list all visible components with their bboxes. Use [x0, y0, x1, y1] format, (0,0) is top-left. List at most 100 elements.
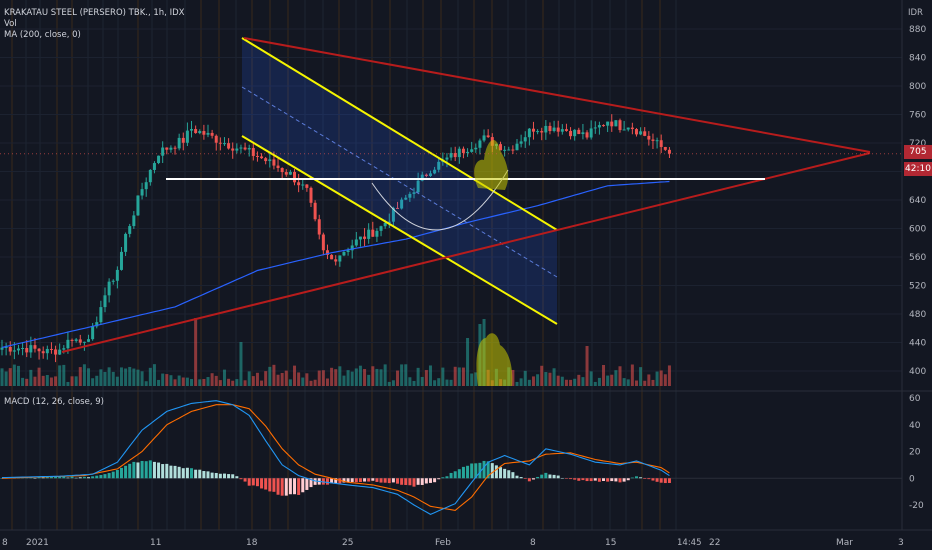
candle-body	[235, 148, 239, 151]
volume-bar	[515, 381, 519, 386]
candle-body	[264, 158, 268, 162]
macd-histogram-bar	[177, 466, 181, 479]
candle-body	[560, 129, 564, 132]
volume-bar	[453, 366, 457, 386]
candle-body	[396, 207, 400, 209]
macd-histogram-bar	[552, 474, 556, 479]
candle-body	[0, 347, 4, 350]
macd-histogram-bar	[280, 478, 284, 496]
volume-bar	[659, 370, 663, 386]
volume-bar	[243, 380, 247, 386]
macd-histogram-bar	[494, 465, 498, 479]
candle-body	[321, 234, 325, 251]
macd-histogram-bar	[461, 466, 465, 479]
macd-histogram-bar	[346, 478, 350, 482]
candle-body	[338, 255, 342, 262]
macd-histogram-bar	[511, 472, 515, 479]
volume-bar	[630, 364, 634, 386]
volume-bar	[210, 373, 214, 386]
candle-body	[284, 172, 288, 175]
volume-bar	[222, 369, 226, 386]
macd-histogram-bar	[445, 476, 449, 479]
candle-body	[165, 147, 169, 150]
candle-body	[227, 143, 231, 149]
macd-histogram-bar	[478, 462, 482, 479]
volume-bar	[144, 381, 148, 386]
volume-bar	[62, 364, 66, 386]
candle-body	[449, 153, 453, 158]
macd-histogram-bar	[235, 476, 239, 479]
volume-bar	[185, 377, 189, 386]
macd-histogram-bar	[264, 478, 268, 490]
candle-body	[148, 169, 152, 183]
volume-bar	[264, 371, 268, 386]
volume-bar	[334, 369, 338, 386]
macd-histogram-bar	[416, 478, 420, 485]
price-axis-tick: 840	[909, 54, 926, 64]
candle-body	[152, 163, 156, 170]
macd-histogram-bar	[190, 468, 194, 479]
macd-histogram-bar	[536, 476, 540, 479]
candle-body	[210, 132, 214, 136]
candle-body	[206, 132, 210, 135]
volume-bar	[527, 379, 531, 386]
macd-histogram-bar	[383, 478, 387, 483]
macd-axis-tick: 20	[909, 448, 921, 458]
candle-body	[634, 129, 638, 135]
volume-bar	[375, 368, 379, 386]
macd-histogram-bar	[519, 477, 523, 479]
candle-body	[181, 137, 185, 143]
macd-histogram-bar	[531, 478, 535, 480]
candle-body	[478, 140, 482, 148]
macd-histogram-bar	[222, 473, 226, 479]
candle-body	[610, 121, 614, 127]
volume-bar	[12, 364, 16, 386]
triangle-upper-line	[243, 37, 871, 153]
time-axis-tick: 22	[709, 538, 720, 548]
macd-histogram-bar	[560, 478, 564, 479]
macd-histogram-bar	[276, 478, 280, 495]
channel-upper-line	[241, 37, 558, 231]
volume-label: Vol	[4, 19, 17, 29]
candle-body	[383, 222, 387, 227]
macd-histogram-bar	[103, 474, 107, 479]
macd-histogram-bar	[659, 478, 663, 483]
volume-bar	[548, 372, 552, 386]
trend-drawings[interactable]	[0, 37, 902, 386]
macd-histogram-bar	[99, 475, 103, 479]
volume-bar	[21, 377, 25, 386]
volume-bar	[140, 371, 144, 386]
candle-body	[630, 127, 634, 130]
candle-body	[297, 182, 301, 186]
volume-bar	[239, 342, 243, 386]
price-axis-tick: 720	[909, 139, 926, 149]
volume-bar	[643, 380, 647, 386]
macd-histogram-bar	[577, 478, 581, 481]
volume-bar	[441, 367, 445, 386]
macd-histogram-bar	[313, 478, 317, 485]
macd-axis-tick: 40	[909, 421, 921, 431]
macd-axis-tick: -20	[909, 501, 924, 511]
macd-histogram-bar	[507, 470, 511, 479]
volume-bar	[173, 379, 177, 386]
volume-bar	[309, 380, 313, 386]
candle-body	[136, 195, 140, 216]
candle-body	[400, 199, 404, 209]
volume-bar	[95, 375, 99, 386]
candle-body	[107, 281, 111, 296]
candle-body	[659, 140, 663, 147]
time-axis-tick: Mar	[836, 538, 853, 548]
volume-bar	[124, 368, 128, 386]
macd-histogram-bar	[58, 476, 62, 479]
candle-body	[218, 142, 222, 144]
volume-bar	[589, 371, 593, 386]
volume-bar	[169, 375, 173, 386]
volume-bar	[523, 370, 527, 386]
macd-histogram-bar	[433, 478, 437, 483]
volume-bar	[107, 367, 111, 386]
candle-body	[519, 141, 523, 144]
macd-histogram-bar	[569, 478, 573, 480]
macd-histogram-bar	[288, 478, 292, 495]
macd-histogram-bar	[181, 468, 185, 479]
